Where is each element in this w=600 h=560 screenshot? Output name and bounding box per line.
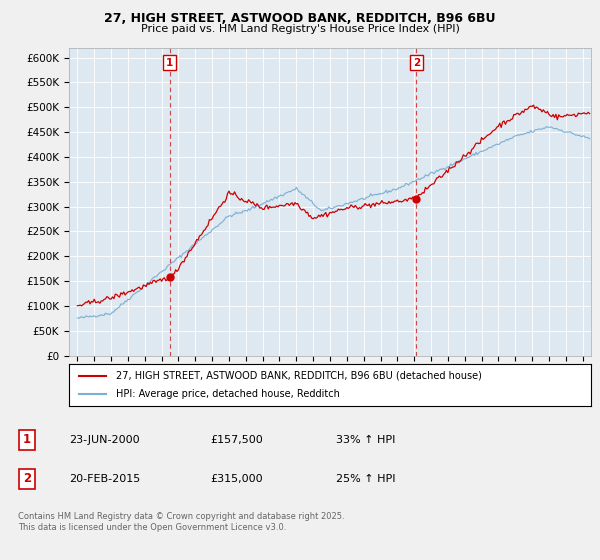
Text: Contains HM Land Registry data © Crown copyright and database right 2025.
This d: Contains HM Land Registry data © Crown c…	[18, 512, 344, 532]
Text: 27, HIGH STREET, ASTWOOD BANK, REDDITCH, B96 6BU: 27, HIGH STREET, ASTWOOD BANK, REDDITCH,…	[104, 12, 496, 25]
Text: 33% ↑ HPI: 33% ↑ HPI	[336, 435, 395, 445]
Text: 25% ↑ HPI: 25% ↑ HPI	[336, 474, 395, 484]
Text: 2: 2	[413, 58, 420, 68]
Text: HPI: Average price, detached house, Redditch: HPI: Average price, detached house, Redd…	[116, 389, 340, 399]
Text: 27, HIGH STREET, ASTWOOD BANK, REDDITCH, B96 6BU (detached house): 27, HIGH STREET, ASTWOOD BANK, REDDITCH,…	[116, 371, 482, 381]
Text: 1: 1	[23, 433, 31, 446]
Text: £315,000: £315,000	[210, 474, 263, 484]
Text: Price paid vs. HM Land Registry's House Price Index (HPI): Price paid vs. HM Land Registry's House …	[140, 24, 460, 34]
Text: 23-JUN-2000: 23-JUN-2000	[69, 435, 140, 445]
Text: £157,500: £157,500	[210, 435, 263, 445]
Text: 1: 1	[166, 58, 173, 68]
Text: 20-FEB-2015: 20-FEB-2015	[69, 474, 140, 484]
Text: 2: 2	[23, 472, 31, 486]
